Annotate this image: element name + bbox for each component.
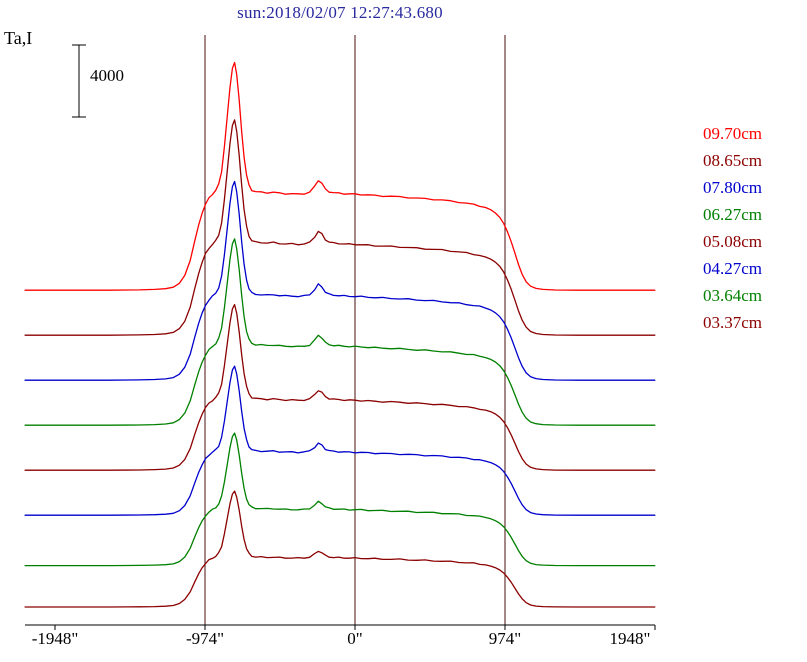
trace-05.08cm bbox=[24, 303, 656, 471]
legend-item-04.27cm: 04.27cm bbox=[703, 259, 763, 278]
scale-bar bbox=[72, 44, 86, 118]
trace-06.27cm bbox=[24, 238, 656, 426]
x-tick-label: -1948" bbox=[31, 629, 79, 648]
trace-07.80cm bbox=[24, 180, 656, 381]
legend-item-09.70cm: 09.70cm bbox=[703, 124, 763, 143]
trace-08.65cm bbox=[24, 119, 656, 336]
x-tick-label: 0" bbox=[347, 629, 363, 648]
legend-item-07.80cm: 07.80cm bbox=[703, 178, 763, 197]
y-axis-label: Ta,I bbox=[4, 28, 33, 48]
x-tick-label: -974" bbox=[185, 629, 225, 648]
scale-bar-value-label: 4000 bbox=[90, 66, 124, 85]
trace-04.27cm bbox=[24, 365, 656, 516]
legend-item-08.65cm: 08.65cm bbox=[703, 151, 763, 170]
trace-09.70cm bbox=[24, 61, 656, 291]
legend-item-05.08cm: 05.08cm bbox=[703, 232, 763, 251]
legend-item-06.27cm: 06.27cm bbox=[703, 205, 763, 224]
legend-item-03.37cm: 03.37cm bbox=[703, 313, 763, 332]
trace-03.37cm bbox=[24, 490, 656, 608]
trace-03.64cm bbox=[24, 432, 656, 567]
x-tick-label: 974" bbox=[488, 629, 522, 648]
legend-item-03.64cm: 03.64cm bbox=[703, 286, 763, 305]
legend: 09.70cm 08.65cm 07.80cm 06.27cm 05.08cm 04.27… bbox=[703, 120, 803, 336]
x-tick-label: 1948" bbox=[609, 629, 651, 648]
chart-title: sun:2018/02/07 12:27:43.680 bbox=[237, 3, 443, 22]
